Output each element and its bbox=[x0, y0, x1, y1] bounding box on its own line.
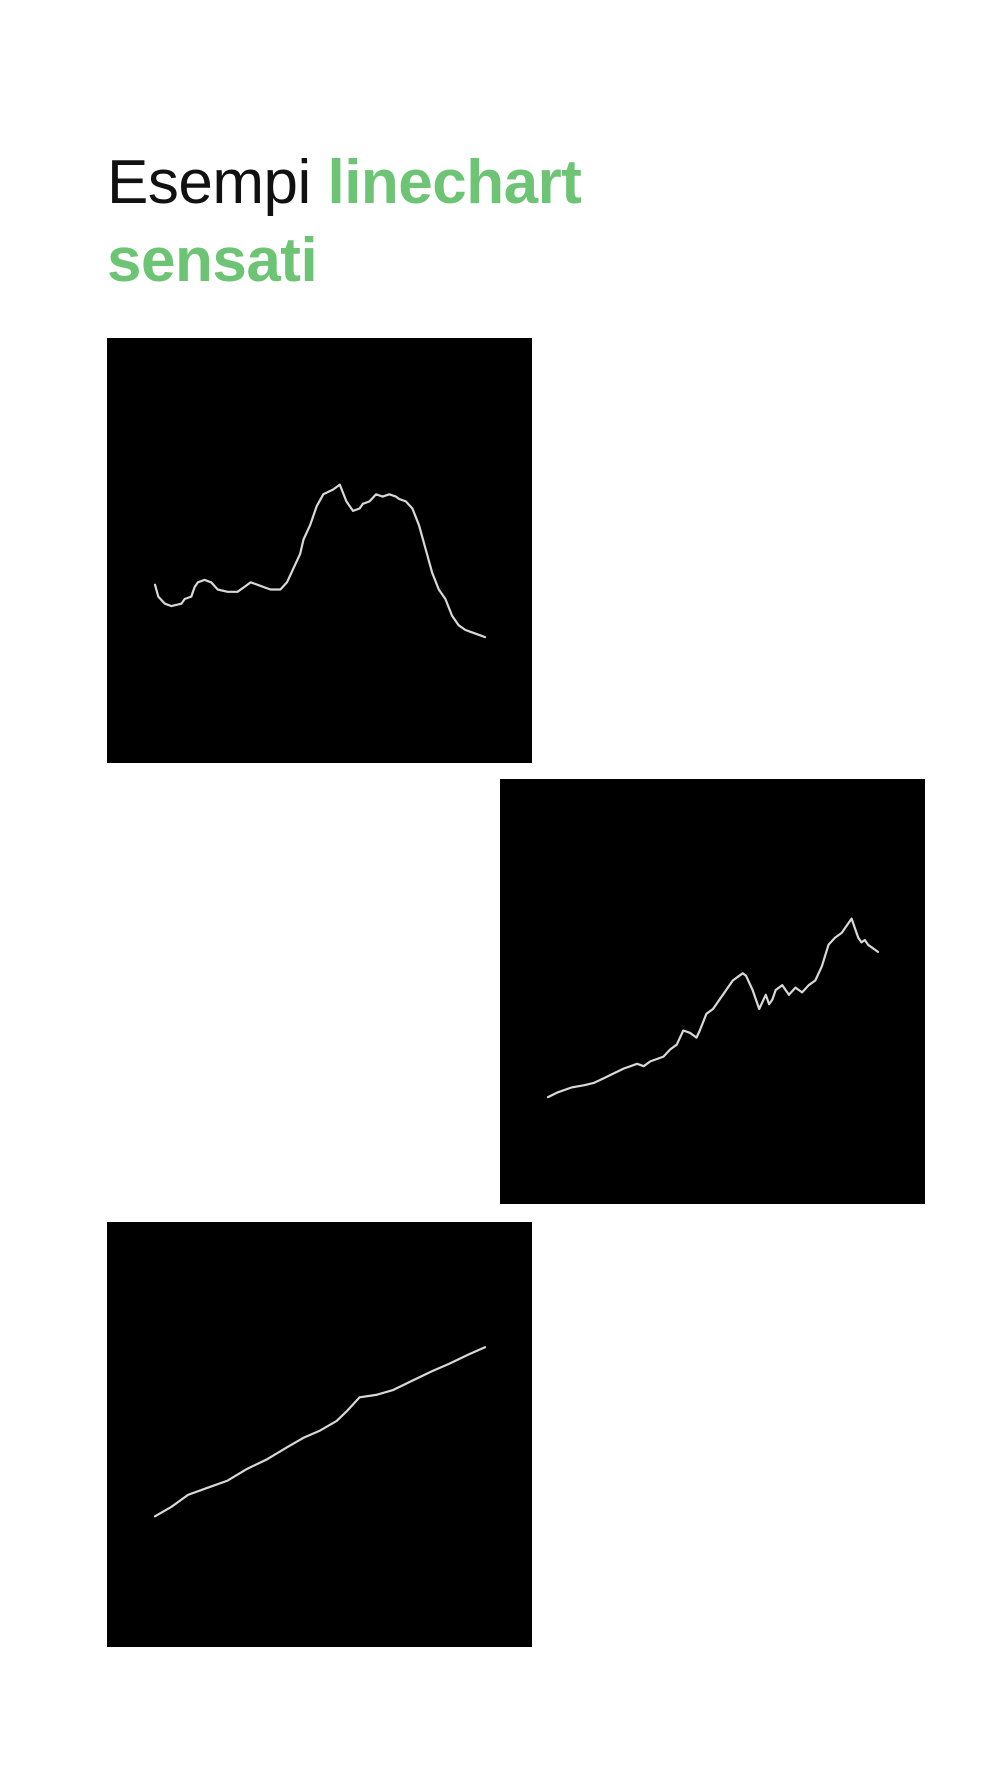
chart-2-series-line-1 bbox=[546, 917, 880, 1099]
chart-3-series-line-1 bbox=[153, 1346, 487, 1518]
line-chart-2-plot bbox=[546, 917, 880, 1099]
line-chart-3-plot bbox=[153, 1346, 487, 1518]
chart-1-series-line-1 bbox=[153, 483, 487, 639]
line-chart-1 bbox=[107, 338, 532, 763]
line-chart-3 bbox=[107, 1222, 532, 1647]
title-prefix: Esempi bbox=[107, 148, 311, 217]
page-title: Esempi linechart sensati bbox=[107, 144, 727, 300]
line-chart-1-plot bbox=[153, 483, 487, 639]
title-highlight: linechart sensati bbox=[107, 148, 582, 295]
line-chart-2 bbox=[500, 779, 925, 1204]
